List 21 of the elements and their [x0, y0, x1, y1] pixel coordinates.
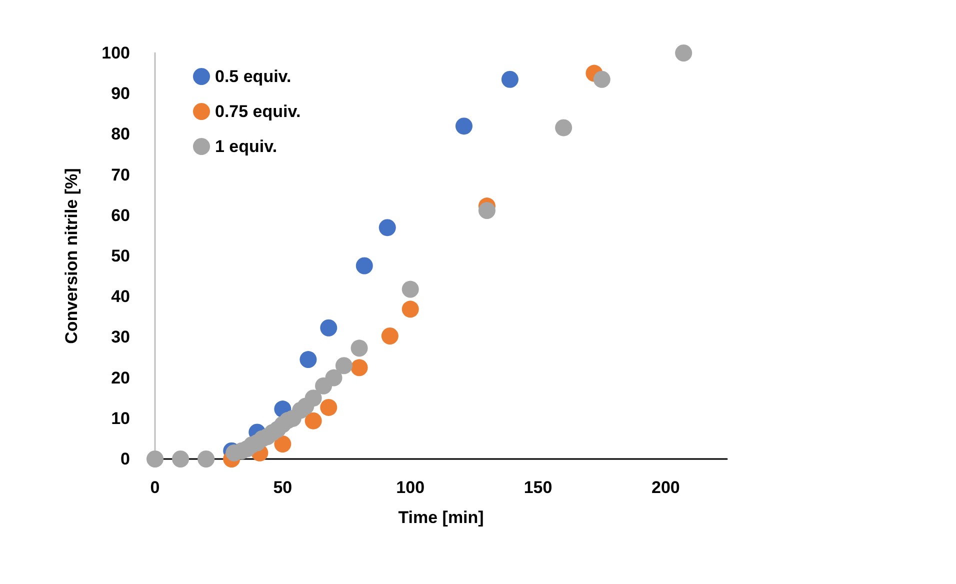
y-tick-label: 60 — [111, 206, 130, 225]
y-axis-title: Conversion nitrile [%] — [62, 168, 81, 344]
x-tick-label: 0 — [150, 478, 160, 497]
legend-label: 1 equiv. — [215, 137, 278, 156]
y-tick-label: 80 — [111, 124, 130, 144]
x-tick-label: 150 — [524, 478, 552, 497]
y-tick-label: 100 — [102, 44, 130, 62]
y-tick-label: 0 — [120, 450, 130, 468]
legend-label: 0.75 equiv. — [215, 102, 301, 121]
x-tick-label: 50 — [273, 478, 292, 497]
legend-label: 0.5 equiv. — [215, 67, 292, 86]
y-tick-label: 30 — [111, 328, 130, 347]
y-tick-label: 50 — [111, 246, 130, 266]
y-tick-label: 70 — [111, 165, 130, 184]
x-tick-label: 100 — [396, 478, 425, 497]
y-tick-label: 20 — [111, 368, 130, 388]
y-tick-label: 90 — [111, 84, 130, 104]
y-tick-label: 10 — [111, 408, 130, 428]
x-axis-title: Time [min] — [398, 508, 484, 527]
x-tick-label: 200 — [652, 478, 680, 497]
y-tick-label: 40 — [111, 287, 130, 306]
